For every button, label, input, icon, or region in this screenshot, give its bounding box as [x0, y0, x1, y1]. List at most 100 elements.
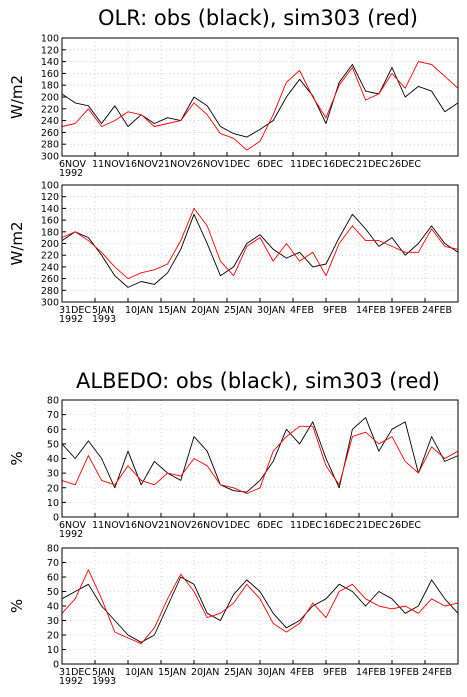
x-tick-label: 6NOV	[59, 520, 86, 531]
y-tick-label: 70	[47, 558, 59, 569]
x-tick-year-label: 1993	[92, 314, 116, 325]
x-tick-label: 6NOV	[59, 159, 86, 170]
x-tick-label: 31DEC	[59, 667, 91, 678]
y-tick-label: 220	[41, 251, 59, 262]
y-tick-label: 80	[47, 396, 59, 407]
sim-series-line	[61, 207, 459, 280]
x-tick-label: 9FEB	[323, 667, 347, 678]
x-tick-label: 1DEC	[224, 520, 250, 531]
y-tick-label: 120	[41, 45, 59, 56]
y-tick-label: 60	[47, 573, 59, 584]
y-tick-label: 180	[41, 227, 59, 238]
olr-title: OLR: obs (black), sim303 (red)	[98, 6, 418, 30]
y-tick-label: 240	[41, 262, 59, 273]
y-tick-label: 10	[47, 498, 59, 509]
y-tick-label: 30	[47, 616, 59, 627]
y-tick-label: 70	[47, 410, 59, 421]
y-tick-label: 80	[47, 544, 59, 555]
x-tick-label: 25JAN	[224, 667, 252, 678]
x-tick-label: 4FEB	[290, 305, 314, 316]
x-tick-label: 10JAN	[125, 305, 153, 316]
obs-series-line	[61, 64, 459, 138]
y-tick-label: 180	[41, 81, 59, 92]
y-tick-label: 280	[41, 140, 59, 151]
y-tick-label: 50	[47, 587, 59, 598]
x-tick-label: 11NOV	[92, 159, 126, 170]
x-tick-label: 19FEB	[389, 305, 419, 316]
y-tick-label: 20	[47, 631, 59, 642]
y-tick-label: 0	[53, 513, 59, 524]
x-tick-label: 26NOV	[191, 159, 225, 170]
y-tick-label: 50	[47, 439, 59, 450]
y-tick-label: 160	[41, 216, 59, 227]
x-tick-label: 30JAN	[257, 667, 285, 678]
y-tick-label: 300	[41, 152, 59, 163]
sim-series-line	[61, 61, 459, 151]
x-tick-label: 9FEB	[323, 305, 347, 316]
y-tick-label: 30	[47, 469, 59, 480]
x-tick-label: 31DEC	[59, 305, 91, 316]
y-axis-label: W/m2	[8, 221, 26, 265]
y-tick-label: 40	[47, 454, 59, 465]
x-tick-label: 5JAN	[92, 667, 114, 678]
y-tick-label: 300	[41, 298, 59, 309]
y-tick-label: 0	[53, 660, 59, 671]
x-tick-label: 21DEC	[356, 159, 388, 170]
panels: 1001201401601802002202402602803006NOV199…	[8, 34, 459, 687]
x-tick-label: 30JAN	[257, 305, 285, 316]
y-tick-label: 10	[47, 645, 59, 656]
obs-series-line	[61, 576, 459, 643]
x-tick-year-label: 1992	[59, 676, 83, 687]
x-tick-label: 21NOV	[158, 520, 192, 531]
x-tick-label: 15JAN	[158, 667, 186, 678]
y-tick-label: 40	[47, 602, 59, 613]
x-tick-label: 10JAN	[125, 667, 153, 678]
x-tick-label: 19FEB	[389, 667, 419, 678]
x-tick-label: 15JAN	[158, 305, 186, 316]
x-tick-label: 20JAN	[191, 305, 219, 316]
chart-panel: 10012014016018020022024026028030031DEC19…	[8, 181, 459, 325]
x-tick-label: 1DEC	[224, 159, 250, 170]
y-tick-label: 240	[41, 116, 59, 127]
x-tick-year-label: 1993	[92, 676, 116, 687]
y-axis-label: %	[8, 451, 26, 465]
y-tick-label: 140	[41, 204, 59, 215]
x-tick-year-label: 1992	[59, 314, 83, 325]
y-axis-label: W/m2	[8, 75, 26, 119]
y-tick-label: 220	[41, 104, 59, 115]
x-tick-label: 14FEB	[356, 305, 386, 316]
x-tick-label: 11DEC	[290, 159, 322, 170]
y-tick-label: 60	[47, 425, 59, 436]
y-tick-label: 160	[41, 69, 59, 80]
obs-series-line	[61, 417, 459, 493]
x-tick-label: 26DEC	[389, 159, 421, 170]
y-tick-label: 140	[41, 57, 59, 68]
y-axis-label: %	[8, 599, 26, 613]
x-tick-label: 5JAN	[92, 305, 114, 316]
y-tick-label: 100	[41, 34, 59, 45]
y-tick-label: 200	[41, 93, 59, 104]
sim-series-line	[61, 425, 459, 495]
x-tick-label: 21DEC	[356, 520, 388, 531]
x-tick-label: 6DEC	[257, 520, 283, 531]
x-tick-year-label: 1992	[59, 529, 83, 540]
x-tick-label: 20JAN	[191, 667, 219, 678]
chart-panel: 1001201401601802002202402602803006NOV199…	[8, 34, 459, 179]
x-tick-label: 25JAN	[224, 305, 252, 316]
y-tick-label: 280	[41, 286, 59, 297]
y-tick-label: 260	[41, 274, 59, 285]
x-tick-label: 16NOV	[125, 159, 159, 170]
x-tick-label: 4FEB	[290, 667, 314, 678]
y-tick-label: 120	[41, 192, 59, 203]
x-tick-label: 26DEC	[389, 520, 421, 531]
x-tick-label: 11DEC	[290, 520, 322, 531]
x-tick-label: 16DEC	[323, 520, 355, 531]
x-tick-label: 21NOV	[158, 159, 192, 170]
y-tick-label: 200	[41, 239, 59, 250]
x-tick-year-label: 1992	[59, 168, 83, 179]
sim-series-line	[61, 569, 459, 645]
y-tick-label: 260	[41, 128, 59, 139]
